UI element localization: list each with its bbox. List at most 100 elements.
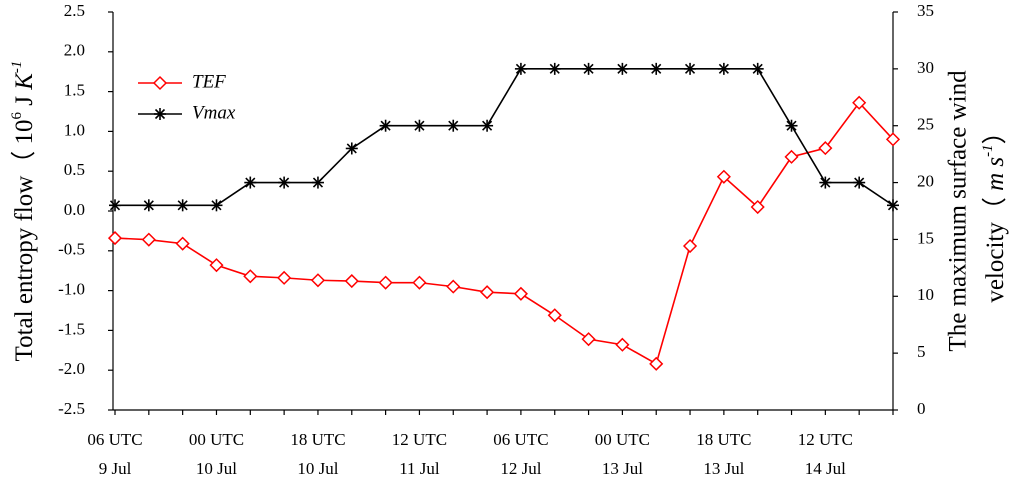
marker-stroke: [617, 63, 628, 74]
marker: [109, 199, 121, 212]
marker-stroke: [820, 177, 831, 188]
x-tick-label: 06 UTC: [493, 430, 548, 449]
y-tick-label: 1.5: [64, 81, 85, 100]
marker: [819, 176, 832, 189]
marker: [344, 273, 359, 289]
x-tick-label: 18 UTC: [696, 430, 751, 449]
marker: [210, 199, 223, 212]
marker-stroke: [279, 177, 290, 188]
marker: [481, 119, 494, 132]
x-tick-date: 14 Jul: [805, 459, 846, 478]
marker: [751, 62, 764, 75]
y-axis-title-part: K: [11, 72, 38, 91]
marker: [176, 199, 189, 212]
x-tick-date: 10 Jul: [196, 459, 237, 478]
y2-tick-label: 35: [917, 1, 934, 20]
y-axis-title-part: -1: [9, 61, 25, 74]
x-tick-date: 11 Jul: [399, 459, 440, 478]
y-tick-label: -2.0: [58, 359, 85, 378]
marker: [107, 231, 123, 246]
marker-stroke: [482, 120, 493, 131]
x-tick-label: 00 UTC: [189, 430, 244, 449]
marker: [141, 232, 156, 247]
y-tick-label: 0.5: [64, 160, 85, 179]
x-tick-date: 9 Jul: [99, 459, 132, 478]
y-axis-title: Total entropy flow（ 106 J K-1: [9, 61, 37, 362]
marker: [311, 176, 324, 189]
marker: [412, 275, 427, 290]
marker: [548, 62, 561, 75]
marker-stroke: [448, 120, 459, 131]
marker: [853, 176, 866, 189]
marker: [142, 199, 155, 212]
marker-stroke: [177, 200, 188, 211]
x-tick-date: 12 Jul: [500, 459, 541, 478]
y2-axis-title-part: m s: [982, 157, 1009, 191]
marker: [784, 149, 799, 164]
marker: [278, 176, 291, 189]
marker: [209, 258, 224, 273]
marker: [684, 62, 697, 75]
y2-tick-label: 10: [917, 285, 934, 304]
y2-axis-title: The maximum surface wind: [945, 70, 972, 352]
marker-stroke: [854, 177, 865, 188]
y-tick-label: 2.0: [64, 41, 85, 60]
y2-tick-label: 30: [917, 58, 934, 77]
marker-stroke: [684, 63, 696, 74]
marker-stroke: [211, 200, 222, 211]
marker: [852, 95, 867, 110]
marker: [345, 142, 358, 155]
marker: [716, 169, 731, 184]
marker-stroke: [414, 120, 425, 131]
y-axis-title-part: 6: [9, 111, 25, 119]
marker-stroke: [154, 108, 166, 120]
marker: [649, 356, 664, 371]
marker: [413, 119, 426, 132]
marker: [513, 286, 528, 301]
marker-stroke: [583, 63, 594, 74]
x-tick-date: 13 Jul: [703, 459, 744, 478]
marker: [152, 75, 168, 91]
marker-stroke: [312, 177, 324, 188]
x-tick-label: 12 UTC: [392, 430, 447, 449]
y2-axis-title: velocity（ m s-1）: [980, 119, 1008, 302]
marker: [175, 236, 190, 251]
y2-tick-label: 5: [917, 342, 926, 361]
marker: [717, 62, 730, 75]
marker-stroke: [380, 120, 391, 131]
x-tick-date: 13 Jul: [602, 459, 643, 478]
marker-stroke: [346, 143, 357, 154]
series-line: [115, 68, 894, 207]
marker-stroke: [515, 63, 526, 74]
marker: [547, 308, 562, 323]
y2-tick-label: 20: [917, 171, 934, 190]
y-tick-label: 2.5: [64, 1, 85, 20]
y-tick-label: 1.0: [64, 120, 85, 139]
marker-stroke: [718, 63, 729, 74]
marker-stroke: [651, 63, 662, 74]
y-tick-label: 0.0: [64, 200, 85, 219]
marker: [818, 141, 833, 156]
marker-stroke: [245, 177, 256, 188]
marker: [243, 269, 258, 284]
marker: [514, 62, 527, 75]
marker: [615, 337, 630, 352]
x-tick-date: 10 Jul: [297, 459, 338, 478]
marker: [154, 108, 166, 120]
y-tick-label: -0.5: [58, 240, 85, 259]
marker: [887, 199, 899, 212]
marker: [310, 273, 326, 288]
marker-stroke: [143, 200, 154, 211]
y2-tick-label: 25: [917, 115, 934, 134]
x-tick-label: 06 UTC: [87, 430, 142, 449]
y-axis-title-part: J: [11, 90, 38, 112]
marker: [885, 132, 901, 147]
marker-stroke: [109, 200, 121, 211]
marker: [447, 119, 460, 132]
marker: [379, 119, 392, 132]
marker-stroke: [786, 120, 797, 131]
marker: [581, 332, 596, 347]
y2-axis-title-part: ）: [981, 119, 1009, 144]
marker: [785, 119, 798, 132]
